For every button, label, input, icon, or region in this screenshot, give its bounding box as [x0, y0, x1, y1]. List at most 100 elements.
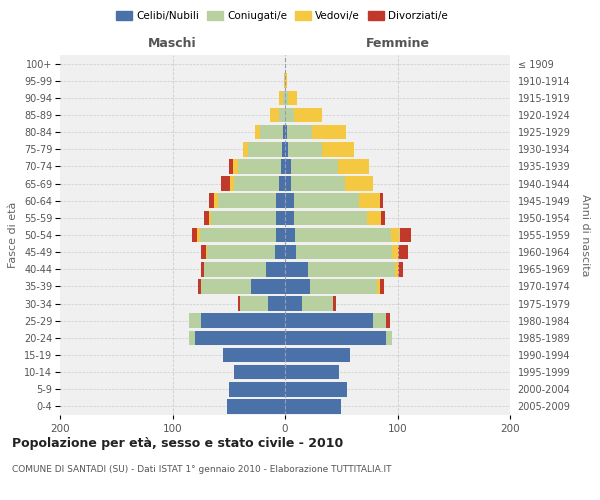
Bar: [280, 108, 285, 122]
Text: COMUNE DI SANTADI (SU) - Dati ISTAT 1° gennaio 2010 - Elaborazione TUTTITALIA.IT: COMUNE DI SANTADI (SU) - Dati ISTAT 1° g…: [12, 466, 392, 474]
Bar: [285, 125, 287, 140]
Bar: [380, 279, 384, 293]
Bar: [322, 142, 353, 156]
Text: Femmine: Femmine: [365, 37, 430, 50]
Legend: Celibi/Nubili, Coniugati/e, Vedovi/e, Divorziati/e: Celibi/Nubili, Coniugati/e, Vedovi/e, Di…: [113, 8, 451, 24]
Bar: [392, 245, 398, 260]
Bar: [290, 176, 344, 191]
Bar: [260, 125, 283, 140]
Bar: [283, 125, 285, 140]
Bar: [204, 262, 266, 276]
Bar: [287, 125, 312, 140]
Bar: [281, 142, 285, 156]
Bar: [344, 176, 373, 191]
Bar: [204, 210, 209, 225]
Bar: [285, 159, 290, 174]
Bar: [238, 296, 240, 311]
Bar: [285, 194, 294, 208]
Bar: [377, 279, 380, 293]
Bar: [271, 108, 280, 122]
Bar: [276, 228, 285, 242]
Bar: [276, 210, 285, 225]
Bar: [283, 90, 285, 105]
Bar: [308, 262, 395, 276]
Bar: [285, 108, 294, 122]
Bar: [367, 210, 380, 225]
Bar: [233, 159, 238, 174]
Bar: [206, 245, 208, 260]
Bar: [268, 296, 285, 311]
Bar: [227, 399, 285, 413]
Bar: [310, 279, 377, 293]
Bar: [285, 382, 347, 396]
Bar: [209, 210, 211, 225]
Bar: [214, 194, 218, 208]
Bar: [218, 194, 276, 208]
Bar: [229, 382, 285, 396]
Bar: [373, 314, 386, 328]
Bar: [285, 279, 310, 293]
Bar: [199, 228, 276, 242]
Bar: [240, 296, 268, 311]
Bar: [289, 90, 298, 105]
Bar: [285, 330, 386, 345]
Bar: [223, 348, 285, 362]
Bar: [199, 279, 200, 293]
Bar: [380, 210, 385, 225]
Bar: [229, 159, 233, 174]
Bar: [359, 194, 380, 208]
Bar: [294, 194, 359, 208]
Bar: [285, 365, 339, 380]
Bar: [285, 176, 290, 191]
Bar: [285, 314, 373, 328]
Bar: [294, 108, 322, 122]
Bar: [294, 210, 367, 225]
Bar: [400, 228, 411, 242]
Bar: [285, 262, 308, 276]
Bar: [280, 90, 283, 105]
Bar: [285, 228, 295, 242]
Bar: [200, 245, 206, 260]
Bar: [209, 194, 214, 208]
Bar: [338, 159, 370, 174]
Bar: [230, 176, 235, 191]
Bar: [285, 90, 289, 105]
Bar: [266, 262, 285, 276]
Bar: [285, 348, 350, 362]
Bar: [235, 365, 285, 380]
Bar: [285, 296, 302, 311]
Bar: [284, 74, 285, 88]
Bar: [285, 210, 294, 225]
Bar: [244, 142, 248, 156]
Bar: [191, 228, 197, 242]
Bar: [208, 245, 275, 260]
Bar: [295, 228, 391, 242]
Bar: [221, 176, 230, 191]
Bar: [302, 296, 334, 311]
Bar: [285, 142, 289, 156]
Y-axis label: Fasce di età: Fasce di età: [8, 202, 19, 268]
Bar: [280, 176, 285, 191]
Bar: [386, 314, 389, 328]
Bar: [290, 159, 338, 174]
Bar: [398, 262, 403, 276]
Bar: [200, 279, 251, 293]
Bar: [211, 210, 276, 225]
Bar: [200, 262, 204, 276]
Bar: [251, 279, 285, 293]
Bar: [195, 330, 285, 345]
Bar: [285, 74, 287, 88]
Bar: [197, 228, 199, 242]
Bar: [200, 314, 285, 328]
Bar: [296, 245, 392, 260]
Bar: [190, 314, 200, 328]
Bar: [285, 399, 341, 413]
Bar: [386, 330, 392, 345]
Bar: [235, 176, 280, 191]
Bar: [275, 245, 285, 260]
Bar: [254, 125, 260, 140]
Bar: [190, 330, 195, 345]
Bar: [248, 142, 281, 156]
Bar: [391, 228, 400, 242]
Bar: [312, 125, 346, 140]
